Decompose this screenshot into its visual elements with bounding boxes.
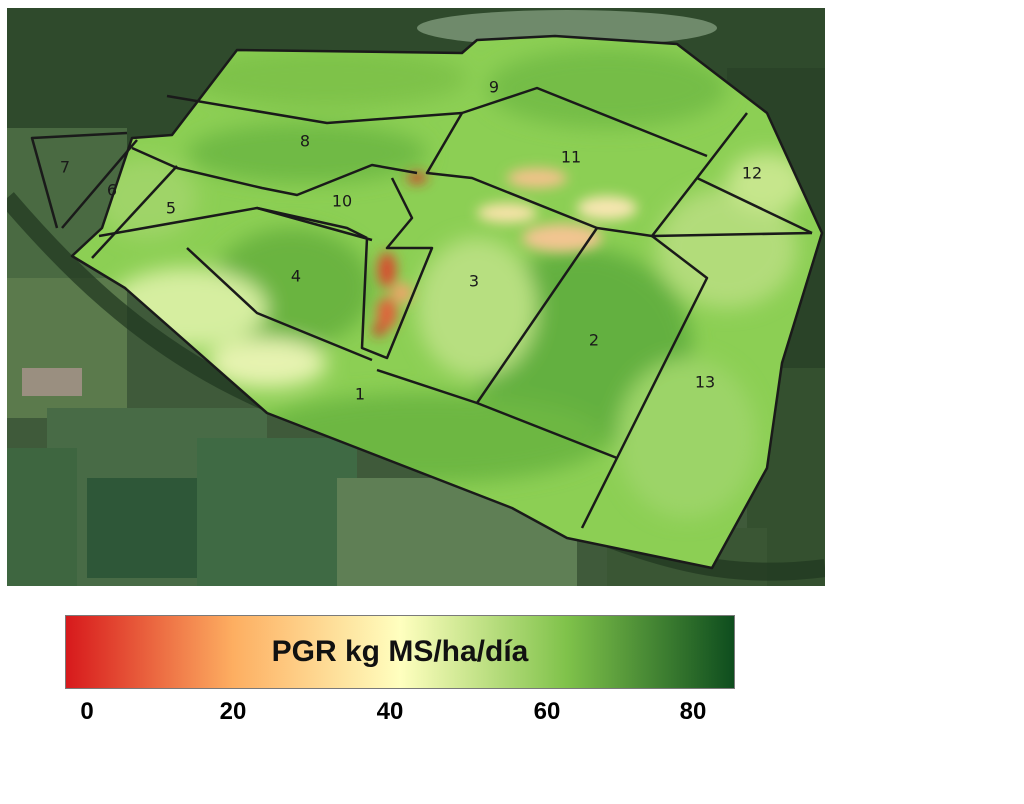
legend-tick: 40 — [376, 698, 404, 725]
paddock-labels: 1 2 3 4 5 6 7 8 9 10 11 12 13 — [60, 78, 762, 404]
paddock-boundaries — [30, 34, 824, 570]
pgr-heatmap — [72, 36, 822, 568]
paddock-label-8: 8 — [300, 132, 310, 151]
satellite-map: 1 2 3 4 5 6 7 8 9 10 11 12 13 — [7, 8, 825, 586]
legend-tick: 60 — [533, 698, 561, 725]
legend-tick: 0 — [80, 698, 94, 725]
paddock-label-12: 12 — [742, 164, 762, 183]
legend-tick: 80 — [679, 698, 707, 725]
paddock-label-13: 13 — [695, 373, 715, 392]
paddock-label-3: 3 — [469, 272, 479, 291]
paddock-label-1: 1 — [355, 385, 365, 404]
paddock-label-6: 6 — [107, 181, 117, 200]
paddock-label-9: 9 — [489, 78, 499, 97]
paddock-label-4: 4 — [291, 267, 301, 286]
legend-tick: 20 — [219, 698, 247, 725]
paddock-label-7: 7 — [60, 158, 70, 177]
paddock-label-10: 10 — [332, 192, 352, 211]
paddock-label-5: 5 — [166, 199, 176, 218]
legend-tick-labels: 0 20 40 60 80 — [65, 698, 735, 732]
legend-title: PGR kg MS/ha/día — [271, 635, 529, 668]
color-scale-legend: PGR kg MS/ha/día — [65, 615, 735, 689]
paddock-label-11: 11 — [561, 148, 581, 167]
map-svg: 1 2 3 4 5 6 7 8 9 10 11 12 13 — [7, 8, 825, 586]
paddock-label-2: 2 — [589, 331, 599, 350]
